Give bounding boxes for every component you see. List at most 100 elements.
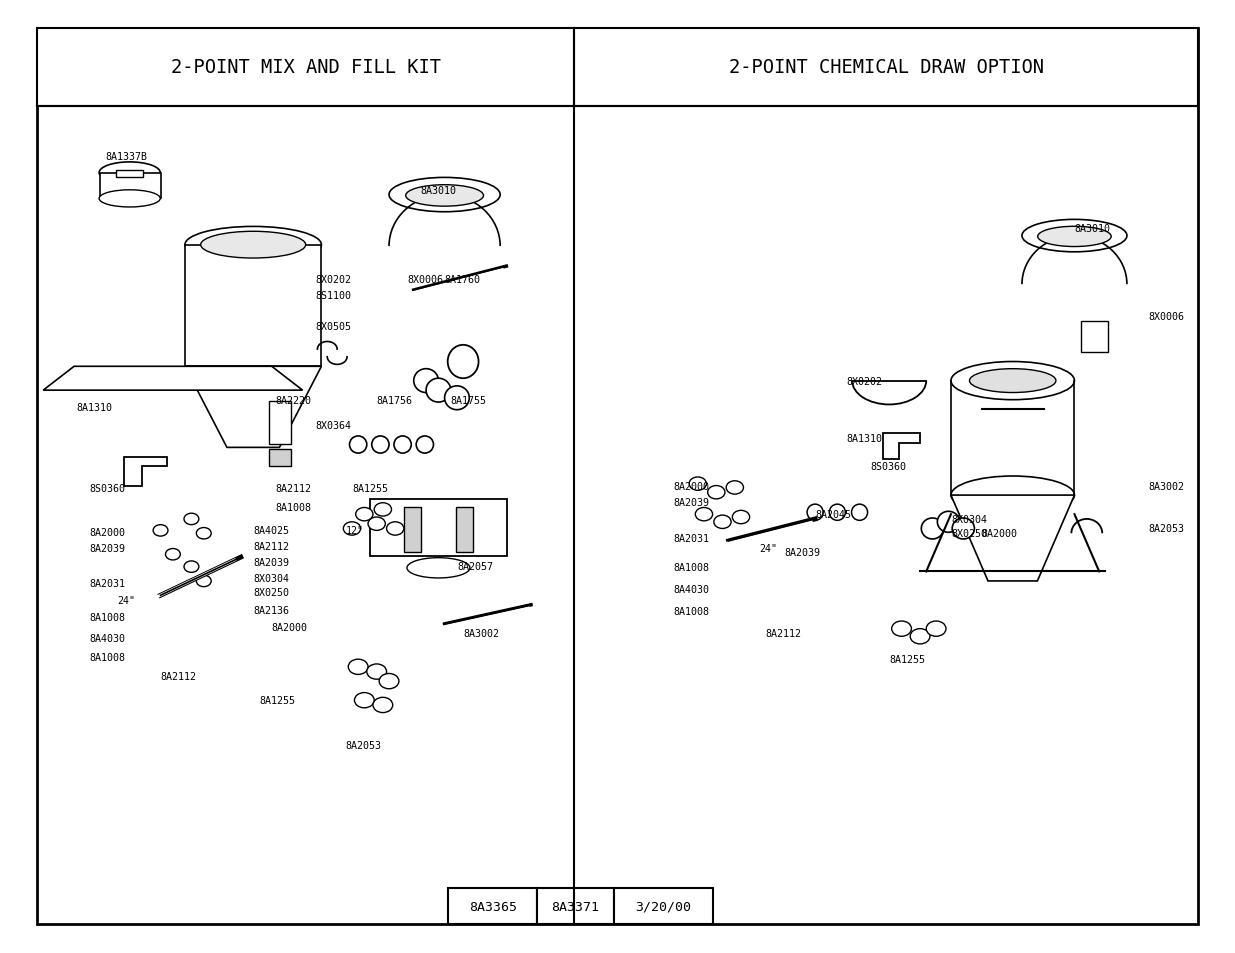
Text: 8X0250: 8X0250 (951, 529, 987, 538)
Polygon shape (951, 496, 1074, 581)
Ellipse shape (372, 436, 389, 454)
Ellipse shape (951, 362, 1074, 400)
Text: 8A2220: 8A2220 (275, 395, 311, 405)
FancyBboxPatch shape (37, 29, 1198, 107)
Text: 8A3002: 8A3002 (1149, 481, 1184, 491)
Text: 2-POINT MIX AND FILL KIT: 2-POINT MIX AND FILL KIT (170, 58, 441, 77)
Circle shape (354, 693, 374, 708)
Text: 8X0304: 8X0304 (951, 515, 987, 524)
Text: 8A2112: 8A2112 (253, 541, 289, 551)
FancyBboxPatch shape (116, 171, 143, 177)
Polygon shape (185, 367, 321, 448)
Circle shape (348, 659, 368, 675)
FancyBboxPatch shape (269, 450, 291, 467)
Text: 2-POINT CHEMICAL DRAW OPTION: 2-POINT CHEMICAL DRAW OPTION (729, 58, 1044, 77)
Text: 24": 24" (117, 596, 136, 605)
Text: 8A2000: 8A2000 (89, 528, 125, 537)
FancyBboxPatch shape (37, 29, 1198, 924)
FancyBboxPatch shape (614, 888, 713, 924)
Circle shape (910, 629, 930, 644)
Circle shape (184, 514, 199, 525)
Text: 8A2000: 8A2000 (272, 622, 308, 632)
Ellipse shape (414, 370, 438, 394)
Ellipse shape (969, 370, 1056, 394)
Ellipse shape (389, 178, 500, 213)
Text: 8X0364: 8X0364 (315, 421, 351, 431)
FancyBboxPatch shape (404, 507, 421, 552)
Text: 8A2057: 8A2057 (457, 561, 493, 571)
Text: 8X0006: 8X0006 (1149, 312, 1184, 321)
Ellipse shape (1023, 220, 1126, 253)
Ellipse shape (921, 518, 944, 539)
Ellipse shape (852, 505, 867, 520)
Text: 8A1008: 8A1008 (89, 613, 125, 622)
Text: 8A3365: 8A3365 (469, 900, 516, 913)
Text: 8X0202: 8X0202 (315, 275, 351, 285)
Text: 8A2039: 8A2039 (253, 558, 289, 567)
Text: 8A1008: 8A1008 (275, 502, 311, 512)
Text: 8A1255: 8A1255 (352, 484, 388, 494)
Text: 8A3010: 8A3010 (420, 186, 456, 195)
Circle shape (196, 576, 211, 587)
Text: 8A4030: 8A4030 (673, 584, 709, 594)
Text: 8A1008: 8A1008 (673, 607, 709, 617)
Circle shape (726, 481, 743, 495)
Text: 8A2112: 8A2112 (161, 672, 196, 681)
Ellipse shape (416, 436, 433, 454)
Ellipse shape (937, 512, 960, 533)
Text: 24": 24" (760, 543, 778, 553)
Text: 8S0360: 8S0360 (89, 484, 125, 494)
Text: 8A2031: 8A2031 (89, 578, 125, 588)
Text: 8A2000: 8A2000 (673, 481, 709, 491)
Ellipse shape (99, 163, 161, 184)
Text: 8A2045: 8A2045 (815, 510, 851, 519)
Text: 8A1756: 8A1756 (377, 395, 412, 405)
Text: 8A1310: 8A1310 (846, 434, 882, 443)
Ellipse shape (406, 558, 469, 578)
Circle shape (367, 664, 387, 679)
Ellipse shape (1037, 227, 1112, 247)
Circle shape (165, 549, 180, 560)
Circle shape (689, 477, 706, 491)
FancyBboxPatch shape (448, 888, 537, 924)
Circle shape (379, 674, 399, 689)
FancyBboxPatch shape (370, 499, 506, 557)
Text: 8A4030: 8A4030 (89, 634, 125, 643)
Text: 8A4025: 8A4025 (253, 526, 289, 536)
Circle shape (184, 561, 199, 573)
Circle shape (356, 508, 373, 521)
Text: 8A1255: 8A1255 (889, 655, 925, 664)
Text: 8A3002: 8A3002 (463, 629, 499, 639)
Ellipse shape (445, 387, 469, 410)
Ellipse shape (951, 476, 1074, 515)
Text: 8X0250: 8X0250 (253, 588, 289, 598)
Ellipse shape (952, 518, 974, 539)
Circle shape (368, 517, 385, 531)
Ellipse shape (808, 505, 823, 520)
Text: 8A2053: 8A2053 (1149, 524, 1184, 534)
FancyBboxPatch shape (100, 173, 161, 199)
Ellipse shape (447, 346, 478, 379)
Text: 8A2039: 8A2039 (673, 497, 709, 507)
Text: 8A3010: 8A3010 (1074, 224, 1110, 233)
Text: 8A2000: 8A2000 (982, 529, 1018, 538)
Circle shape (714, 516, 731, 529)
Text: 8A1310: 8A1310 (77, 403, 112, 413)
Text: 8A3371: 8A3371 (552, 900, 599, 913)
Text: 8A2053: 8A2053 (346, 740, 382, 750)
Text: 12": 12" (346, 526, 364, 536)
Circle shape (926, 621, 946, 637)
Circle shape (387, 522, 404, 536)
Circle shape (343, 522, 361, 536)
Text: 8A1008: 8A1008 (89, 653, 125, 662)
Ellipse shape (394, 436, 411, 454)
Circle shape (892, 621, 911, 637)
Text: 8X0006: 8X0006 (408, 275, 443, 285)
Text: 8A2136: 8A2136 (253, 605, 289, 615)
Circle shape (732, 511, 750, 524)
Text: 8X0304: 8X0304 (253, 574, 289, 583)
Text: 8A1337B: 8A1337B (105, 152, 147, 162)
Text: 8A1008: 8A1008 (673, 562, 709, 572)
FancyBboxPatch shape (185, 246, 321, 367)
Ellipse shape (829, 505, 845, 520)
